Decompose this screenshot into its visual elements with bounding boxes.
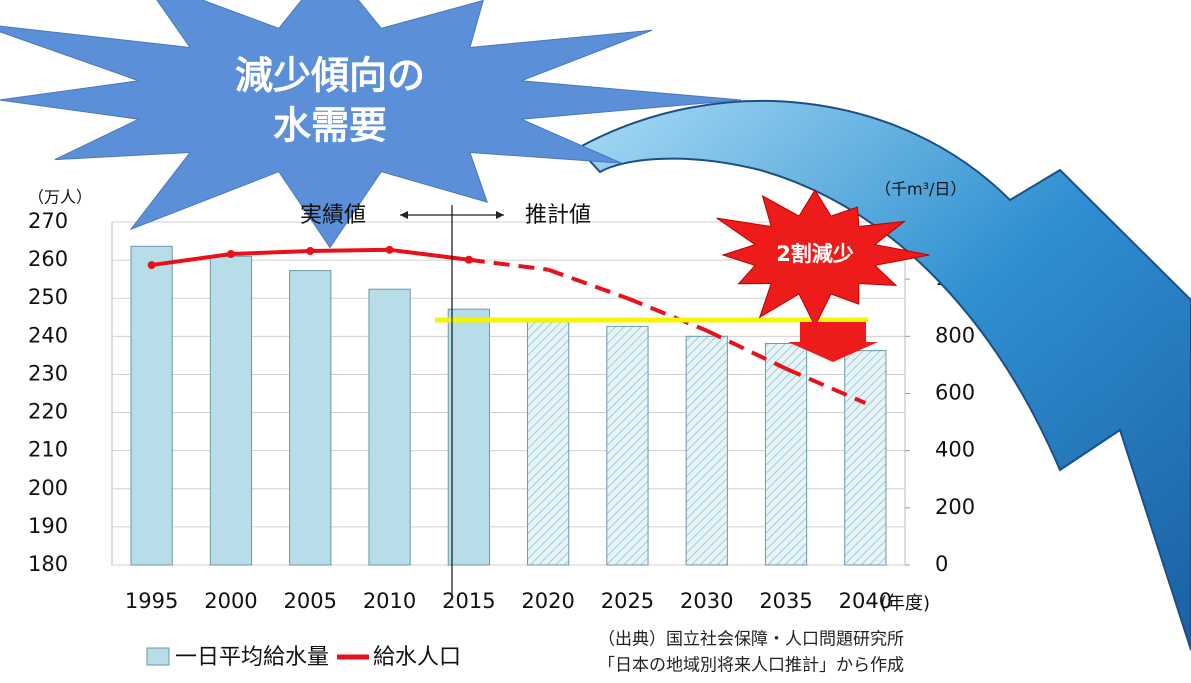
y-tick-label: 180: [28, 552, 68, 576]
bar: [606, 325, 649, 566]
annotation: 実績値: [300, 203, 366, 228]
y2-tick-label: 600: [935, 381, 975, 405]
decorative-arrow: [576, 99, 1191, 651]
y2-tick-label: 400: [935, 438, 975, 462]
y-tick-label: 230: [28, 361, 68, 385]
line-segment: [626, 296, 708, 333]
x-tick-label: 2020: [521, 589, 574, 613]
x-tick-label: 2010: [363, 589, 416, 613]
line-segment: [230, 248, 311, 257]
y-tick-label: 190: [28, 514, 68, 538]
y-tick-label: 220: [28, 400, 68, 424]
y2-axis-label: （千m³/日）: [875, 180, 966, 199]
y-tick-label: 200: [28, 476, 68, 500]
line-segment: [547, 267, 629, 301]
x-axis-label: (年度): [880, 593, 930, 614]
bar: [685, 335, 728, 566]
bar: [527, 321, 570, 566]
bar: [130, 245, 173, 566]
y-tick-label: 240: [28, 323, 68, 347]
x-tick-label: 2030: [680, 589, 733, 613]
x-tick-label: 2000: [204, 589, 257, 613]
source: （出典）国立社会保障・人口問題研究所: [598, 630, 904, 650]
annotation: 推計値: [525, 203, 591, 228]
bar: [209, 255, 253, 566]
annotation: 2割減少: [776, 242, 854, 266]
annotation: 減少傾向の: [235, 54, 425, 98]
bar: [764, 342, 808, 566]
x-tick-label: 2025: [601, 589, 654, 613]
down-arrow: [788, 322, 878, 362]
starburst: [0, 0, 742, 249]
bar: [289, 270, 332, 566]
bar: [844, 350, 887, 566]
y-tick-label: 250: [28, 285, 68, 309]
bar: [447, 308, 490, 566]
legend-swatch: [146, 647, 170, 666]
y-axis-label: （万人）: [28, 188, 92, 207]
x-tick-label: 2005: [284, 589, 337, 613]
source: 「日本の地域別将来人口推計」から作成: [598, 656, 904, 676]
line-segment: [310, 247, 390, 253]
y-tick-label: 260: [28, 247, 68, 271]
legend-label: 給水人口: [373, 645, 461, 670]
line-point: [306, 246, 315, 255]
line-segment: [389, 247, 470, 262]
y2-tick-label: 0: [935, 552, 948, 576]
y-tick-label: 210: [28, 438, 68, 462]
line-segment: [468, 257, 549, 272]
legend-label: 一日平均給水量: [175, 645, 329, 670]
line-point: [385, 245, 394, 254]
y-tick-label: 270: [28, 209, 68, 233]
line-segment: [705, 328, 787, 371]
line-segment: [785, 366, 867, 405]
x-tick-label: 2015: [442, 589, 495, 613]
line-segment: [151, 252, 232, 268]
annotation: 水需要: [273, 104, 387, 148]
y2-tick-label: 800: [935, 323, 975, 347]
line-point: [226, 250, 235, 259]
line-point: [147, 261, 156, 270]
x-tick-label: 2040: [839, 589, 892, 613]
y2-tick-label: 200: [935, 495, 975, 519]
plot-area: 180 190 200 210 220 230 240 250 260 270 0 200 400 600…: [28, 209, 988, 613]
x-tick-label: 1995: [125, 589, 178, 613]
x-tick-label: 2035: [759, 589, 812, 613]
legend: 一日平均給水量 給水人口: [146, 645, 461, 670]
bar: [368, 288, 411, 566]
line-point: [464, 255, 473, 264]
